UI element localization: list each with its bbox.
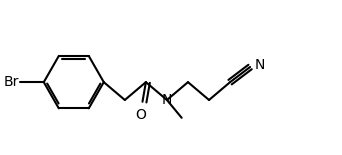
Text: N: N (162, 93, 172, 107)
Text: N: N (254, 58, 264, 72)
Text: O: O (135, 108, 146, 122)
Text: Br: Br (4, 75, 19, 89)
